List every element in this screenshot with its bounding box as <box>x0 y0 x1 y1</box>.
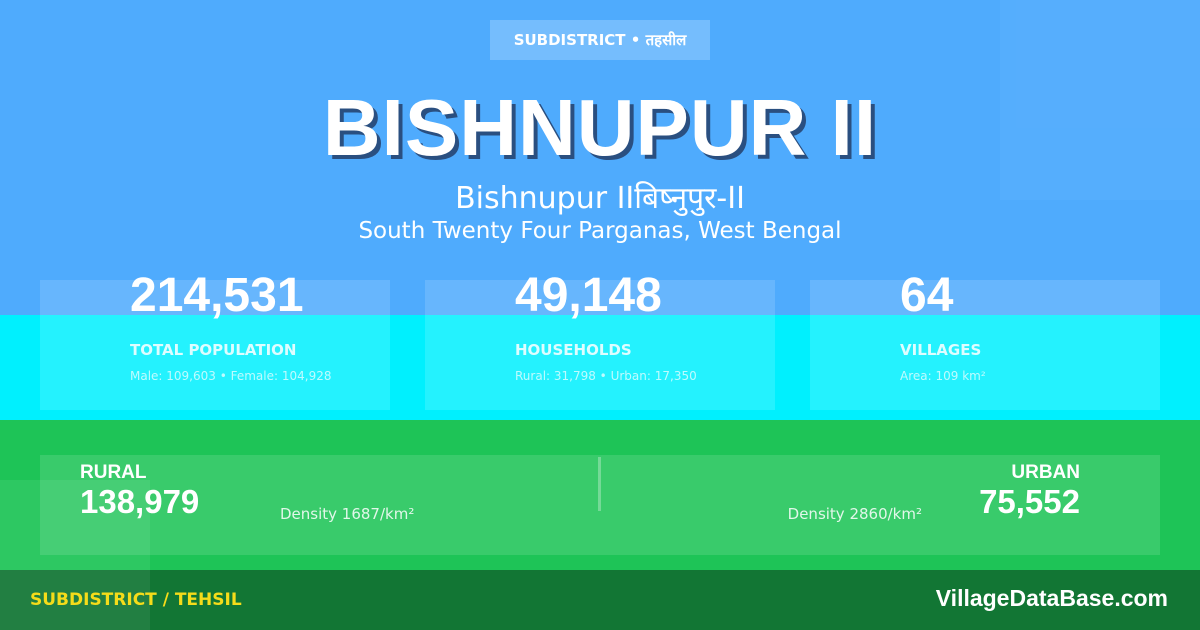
stat-detail: Male: 109,603 • Female: 104,928 <box>130 369 332 383</box>
top-band <box>0 0 1200 315</box>
footer-category: SUBDISTRICT / TEHSIL <box>30 590 242 610</box>
rural-density: Density 1687/km² <box>280 505 415 523</box>
rural-urban-band <box>0 420 1200 570</box>
stat-label: TOTAL POPULATION <box>130 341 297 359</box>
rural-urban-panel: RURAL 138,979 Density 1687/km² Density 2… <box>40 455 1160 555</box>
stat-label: VILLAGES <box>900 341 982 359</box>
page-title: BISHNUPUR II <box>322 83 878 172</box>
rural-label: RURAL <box>80 462 147 483</box>
stat-card-population: 214,531 TOTAL POPULATION Male: 109,603 •… <box>40 269 390 410</box>
stat-card-households: 49,148 HOUSEHOLDS Rural: 31,798 • Urban:… <box>425 269 775 410</box>
decorative-square <box>1000 0 1200 200</box>
footer <box>0 570 1200 630</box>
stat-label: HOUSEHOLDS <box>515 341 632 359</box>
subtitle: Bishnupur IIबिष्नुपुर-II <box>455 181 745 216</box>
urban-label: URBAN <box>1011 462 1080 483</box>
type-badge: SUBDISTRICT • तहसील <box>490 20 710 60</box>
rural-value: 138,979 <box>80 483 200 520</box>
site-logo: VillageDataBase.com <box>935 585 1168 611</box>
stat-detail: Rural: 31,798 • Urban: 17,350 <box>515 369 697 383</box>
stat-value: 64 <box>900 269 954 322</box>
stats-band <box>0 315 1200 420</box>
stat-detail: Area: 109 km² <box>900 369 986 383</box>
urban-value: 75,552 <box>979 483 1080 520</box>
stat-value: 49,148 <box>515 269 662 322</box>
stat-card-villages: 64 VILLAGES Area: 109 km² <box>810 269 1160 410</box>
divider <box>598 457 601 511</box>
stat-value: 214,531 <box>130 269 304 322</box>
decorative-square <box>0 480 150 630</box>
urban-density: Density 2860/km² <box>787 505 922 523</box>
location: South Twenty Four Parganas, West Bengal <box>358 218 842 244</box>
